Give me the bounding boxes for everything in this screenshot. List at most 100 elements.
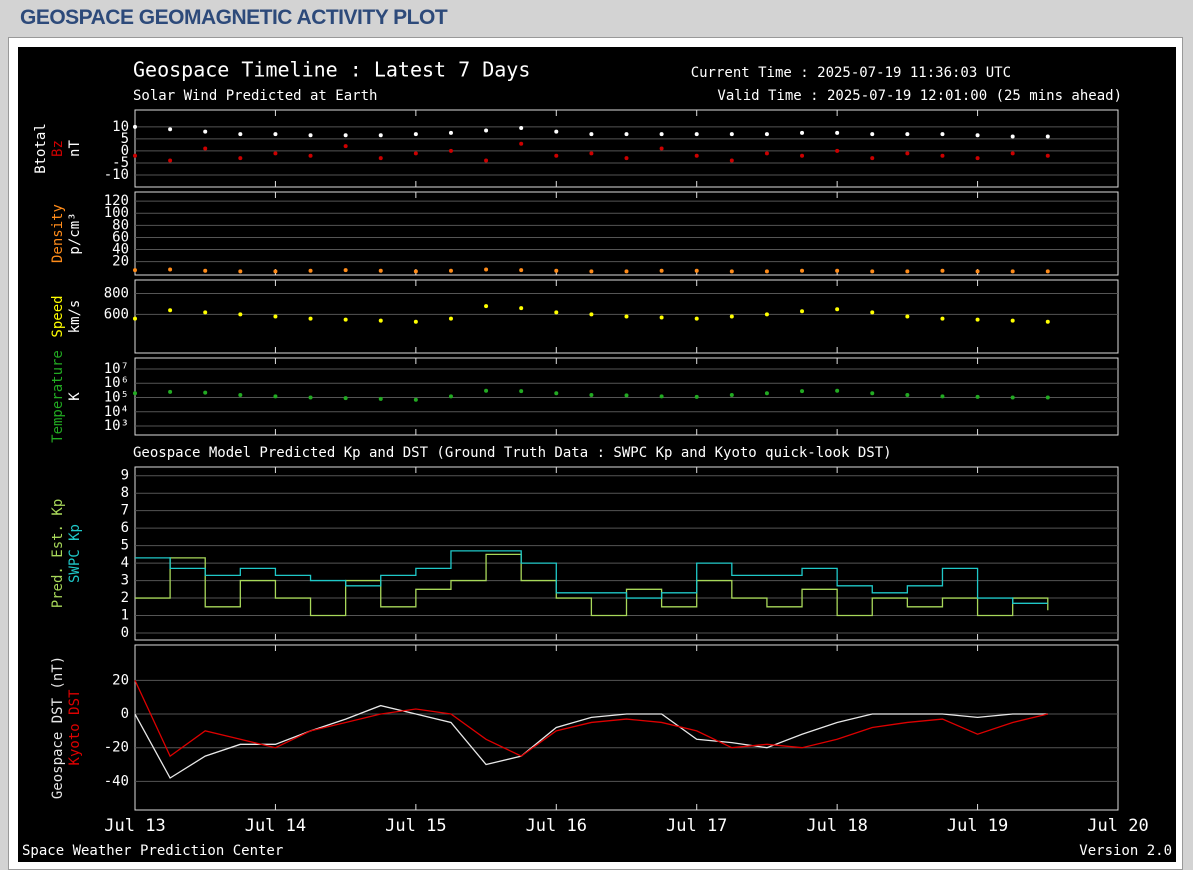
data-point — [1010, 134, 1015, 139]
y-tick-label: 20 — [112, 672, 129, 688]
data-point — [343, 317, 348, 322]
data-point — [835, 388, 840, 393]
data-point — [554, 153, 559, 158]
data-point — [729, 158, 734, 163]
y-axis-label: Temperature — [50, 350, 66, 443]
data-point — [1045, 153, 1050, 158]
data-point — [554, 129, 559, 134]
y-axis-label: nT — [67, 140, 83, 157]
data-point — [308, 268, 313, 273]
y-tick-label: 7 — [121, 503, 129, 519]
y-tick-label: 10⁵ — [104, 389, 129, 405]
data-point — [168, 267, 173, 272]
data-point — [764, 132, 769, 137]
y-axis-label: Geospace DST (nT) — [50, 656, 66, 799]
data-point — [484, 128, 489, 133]
data-point — [519, 141, 524, 146]
y-tick-label: 9 — [121, 468, 129, 484]
data-point — [835, 148, 840, 153]
data-point — [940, 268, 945, 273]
data-point — [203, 390, 208, 395]
data-point — [975, 394, 980, 399]
panel-frame — [134, 279, 1119, 354]
data-point — [870, 156, 875, 161]
y-tick-label: 10⁶ — [104, 375, 129, 391]
y-tick-label: 1 — [121, 608, 129, 624]
y-tick-label: 800 — [104, 286, 129, 302]
plot: Geospace Timeline : Latest 7 Days Solar … — [18, 47, 1176, 862]
data-point — [870, 132, 875, 137]
data-point — [378, 133, 383, 138]
data-point — [308, 316, 313, 321]
header: GEOSPACE GEOMAGNETIC ACTIVITY PLOT — [0, 0, 1193, 36]
data-point — [589, 312, 594, 317]
y-tick-label: 0 — [121, 625, 129, 641]
data-point — [659, 132, 664, 137]
data-point — [975, 269, 980, 274]
data-point — [519, 389, 524, 394]
data-point — [905, 132, 910, 137]
data-point — [764, 391, 769, 396]
data-point — [448, 148, 453, 153]
data-point — [835, 307, 840, 312]
valid-time: Valid Time : 2025-07-19 12:01:00 (25 min… — [717, 88, 1122, 104]
data-point — [905, 151, 910, 156]
data-point — [905, 392, 910, 397]
y-tick-label: -40 — [104, 773, 129, 789]
data-point — [624, 314, 629, 319]
data-point — [448, 316, 453, 321]
y-tick-label: 2 — [121, 590, 129, 606]
panel-frame — [134, 644, 1119, 811]
plot-background — [18, 47, 1176, 862]
data-point — [835, 268, 840, 273]
data-point — [448, 394, 453, 399]
data-point — [343, 133, 348, 138]
data-point — [870, 391, 875, 396]
data-point — [659, 315, 664, 320]
data-point — [484, 388, 489, 393]
x-tick-label: Jul 20 — [1087, 816, 1148, 836]
data-point — [203, 146, 208, 151]
data-point — [308, 153, 313, 158]
data-point — [413, 269, 418, 274]
data-point — [800, 268, 805, 273]
data-point — [1010, 395, 1015, 400]
data-point — [624, 156, 629, 161]
data-point — [589, 269, 594, 274]
data-point — [940, 316, 945, 321]
data-point — [203, 129, 208, 134]
y-axis-label: Kyoto DST — [67, 689, 83, 765]
data-point — [1045, 319, 1050, 324]
data-point — [273, 394, 278, 399]
data-point — [378, 268, 383, 273]
x-tick-label: Jul 13 — [104, 816, 165, 836]
x-tick-label: Jul 14 — [245, 816, 306, 836]
y-tick-label: 20 — [112, 254, 129, 270]
y-axis-label: Btotal — [33, 123, 49, 174]
data-point — [729, 132, 734, 137]
data-point — [238, 312, 243, 317]
current-time: Current Time : 2025-07-19 11:36:03 UTC — [691, 65, 1011, 81]
data-point — [343, 268, 348, 273]
y-tick-label: 5 — [121, 131, 129, 147]
y-tick-label: 10⁴ — [104, 404, 129, 420]
data-point — [273, 132, 278, 137]
y-tick-label: 80 — [112, 217, 129, 233]
data-point — [800, 389, 805, 394]
y-tick-label: 100 — [104, 205, 129, 221]
y-tick-label: 10⁷ — [104, 361, 129, 377]
y-tick-label: 10 — [112, 119, 129, 135]
data-point — [1045, 134, 1050, 139]
x-tick-label: Jul 15 — [385, 816, 446, 836]
y-tick-label: 10³ — [104, 418, 129, 434]
data-point — [800, 309, 805, 314]
y-axis-label: SWPC Kp — [67, 524, 83, 583]
data-point — [694, 153, 699, 158]
y-tick-label: 60 — [112, 229, 129, 245]
data-point — [273, 269, 278, 274]
data-point — [694, 394, 699, 399]
data-point — [484, 267, 489, 272]
data-point — [133, 124, 137, 129]
data-point — [1010, 269, 1015, 274]
data-point — [519, 126, 524, 131]
